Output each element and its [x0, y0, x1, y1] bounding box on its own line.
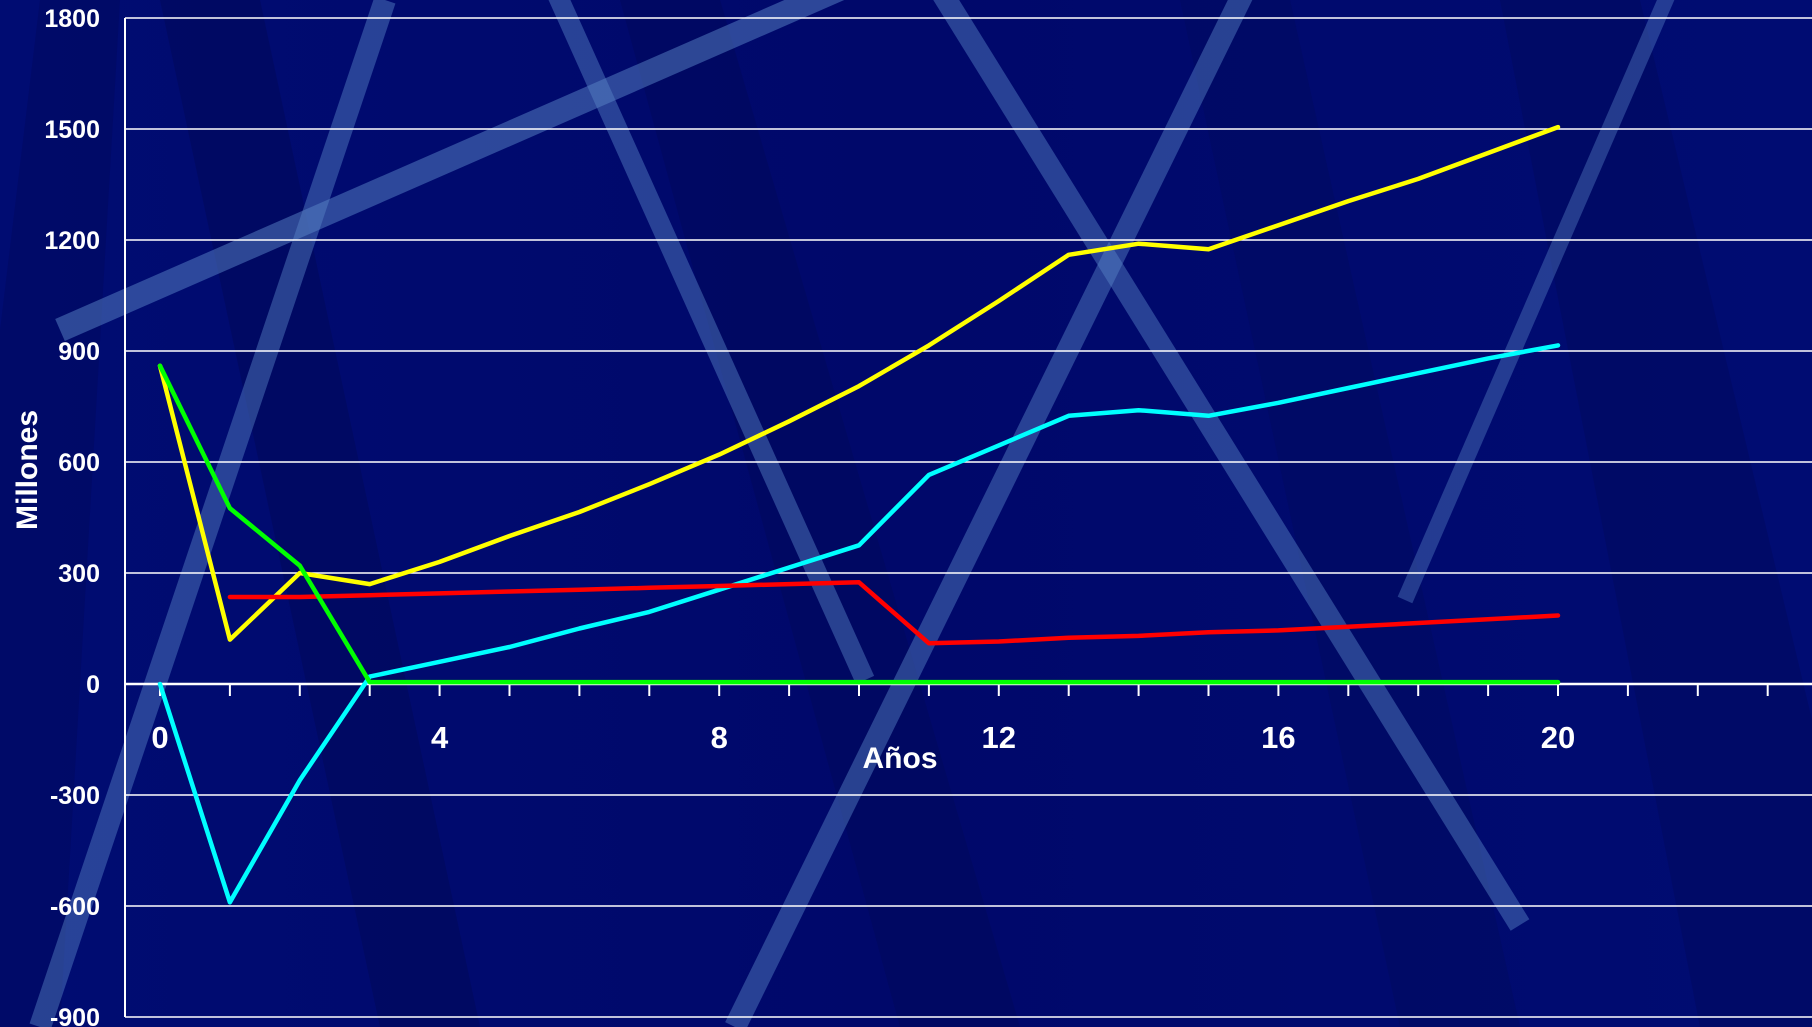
y-tick-label: 0	[86, 671, 100, 699]
x-tick-label: 20	[1541, 720, 1575, 755]
tick-labels: 1800 1500 1200 900 600 300 0 -300 -600 -900 0 4 8 12 1…	[44, 5, 1575, 1027]
y-tick-label: 1200	[44, 227, 100, 255]
y-tick-label: 600	[58, 449, 100, 477]
series-line-3	[227, 580, 1561, 646]
y-tick-label: 900	[58, 338, 100, 366]
x-axis-title: Años	[863, 742, 938, 775]
y-tick-label: -900	[50, 1004, 100, 1027]
series-line-4	[157, 363, 1561, 685]
series-line-1	[157, 124, 1561, 642]
y-tick-label: -600	[50, 893, 100, 921]
y-tick-label: 300	[58, 560, 100, 588]
series-line-2	[157, 343, 1561, 905]
x-tick-label: 8	[711, 720, 728, 755]
y-tick-label: -300	[50, 782, 100, 810]
x-tick-label: 12	[982, 720, 1016, 755]
y-axis-title: Millones	[11, 410, 44, 530]
x-tick-label: 0	[151, 720, 168, 755]
x-tick-marks	[159, 684, 1769, 696]
x-tick-label: 4	[431, 720, 449, 755]
x-tick-label: 16	[1261, 720, 1295, 755]
y-tick-label: 1500	[44, 116, 100, 144]
y-tick-label: 1800	[44, 5, 100, 33]
series-lines	[157, 124, 1561, 905]
